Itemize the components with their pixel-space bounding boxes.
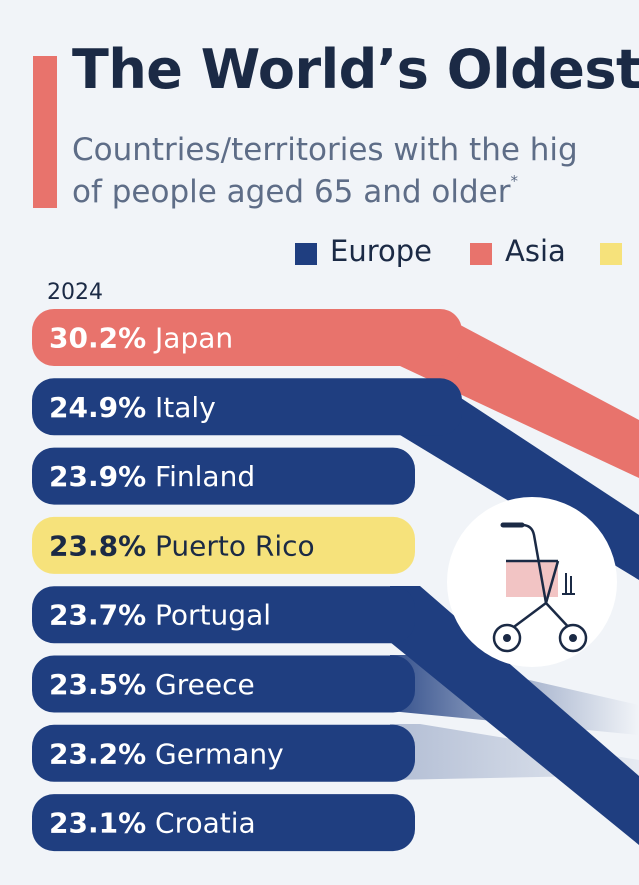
ribbon-germany: [390, 724, 639, 780]
category-label-italy: Italy: [146, 391, 216, 424]
value-label-finland: 23.9%: [49, 460, 146, 493]
bar-japan: [32, 309, 462, 366]
bar-italy: [32, 378, 462, 436]
legend-swatch-other: [600, 243, 622, 265]
bar-finland: [32, 447, 415, 505]
year-label: 2024: [47, 280, 103, 305]
category-label-puerto-rico: Puerto Rico: [146, 529, 315, 562]
bar-label-japan: 30.2% Japan: [49, 322, 233, 355]
value-label-puerto-rico: 23.8%: [49, 529, 146, 562]
legend-swatch-europe: [295, 243, 317, 265]
category-label-finland: Finland: [146, 460, 255, 493]
bar-label-finland: 23.9% Finland: [49, 460, 255, 493]
bar-label-greece: 23.5% Greece: [49, 668, 255, 701]
bar-label-croatia: 23.1% Croatia: [49, 807, 256, 840]
category-label-germany: Germany: [146, 737, 284, 770]
category-label-croatia: Croatia: [146, 807, 256, 840]
value-label-germany: 23.2%: [49, 737, 146, 770]
rollator-walker-icon: [447, 497, 617, 667]
value-label-greece: 23.5%: [49, 668, 146, 701]
category-label-greece: Greece: [146, 668, 255, 701]
footnote-mark: *: [510, 172, 519, 190]
bar-label-puerto-rico: 23.8% Puerto Rico: [49, 529, 315, 562]
bar-greece: [32, 655, 415, 713]
bar-label-portugal: 23.7% Portugal: [49, 599, 271, 632]
chart-subtitle-line-2: of people aged 65 and older*: [72, 172, 519, 210]
bar-germany: [32, 724, 415, 782]
legend-swatch-asia: [470, 243, 492, 265]
category-label-japan: Japan: [146, 322, 233, 355]
bar-croatia: [32, 794, 415, 852]
subtitle-line-2-text: of people aged 65 and older: [72, 174, 511, 210]
bar-portugal: [32, 586, 415, 644]
chart-subtitle-line-1: Countries/territories with the hig: [72, 132, 578, 168]
bar-layer: 30.2% Japan 24.9% Italy 23.9% Finland 23.8%…: [32, 309, 462, 852]
value-label-portugal: 23.7%: [49, 599, 146, 632]
ribbon-greece: [390, 655, 639, 735]
bar-label-italy: 24.9% Italy: [49, 391, 216, 424]
legend-label-asia: Asia: [505, 234, 566, 268]
value-label-italy: 24.9%: [49, 391, 146, 424]
title-accent-bar: [33, 56, 57, 208]
category-label-portugal: Portugal: [146, 599, 271, 632]
value-label-japan: 30.2%: [49, 322, 146, 355]
bar-puerto-rico: [32, 516, 415, 574]
value-label-croatia: 23.1%: [49, 807, 146, 840]
chart-title: The World’s Oldest: [72, 38, 639, 101]
bar-label-germany: 23.2% Germany: [49, 737, 284, 770]
legend-label-europe: Europe: [330, 234, 432, 268]
